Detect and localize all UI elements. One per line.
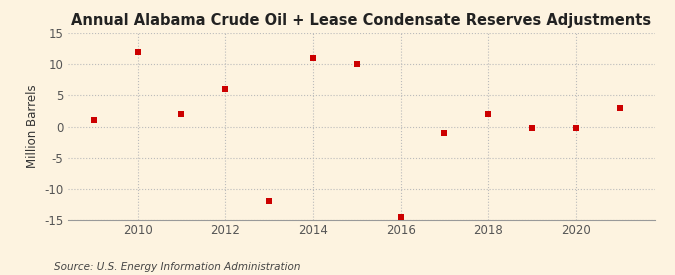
Point: [176, 112, 187, 116]
Title: Annual Alabama Crude Oil + Lease Condensate Reserves Adjustments: Annual Alabama Crude Oil + Lease Condens…: [71, 13, 651, 28]
Point: [88, 118, 99, 122]
Point: [614, 106, 625, 110]
Point: [483, 112, 493, 116]
Point: [132, 50, 143, 54]
Point: [308, 56, 319, 60]
Point: [264, 199, 275, 204]
Y-axis label: Million Barrels: Million Barrels: [26, 85, 38, 168]
Point: [352, 62, 362, 66]
Text: Source: U.S. Energy Information Administration: Source: U.S. Energy Information Administ…: [54, 262, 300, 272]
Point: [220, 87, 231, 91]
Point: [570, 126, 581, 131]
Point: [439, 131, 450, 135]
Point: [395, 215, 406, 219]
Point: [526, 126, 537, 131]
